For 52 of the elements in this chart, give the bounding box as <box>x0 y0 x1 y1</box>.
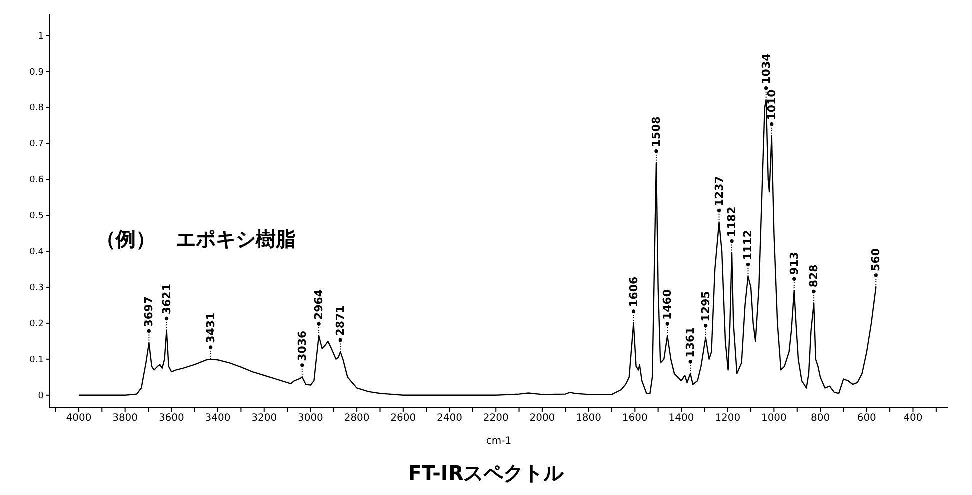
x-tick-label: 2200 <box>483 413 509 424</box>
x-tick-label: 3400 <box>205 413 231 424</box>
x-tick-label: 1800 <box>576 413 602 424</box>
annotation: 913 <box>788 252 801 276</box>
annotation: 1034 <box>760 53 773 84</box>
x-tick-label: 2400 <box>437 413 462 424</box>
x-tick-label: 1400 <box>668 413 694 424</box>
x-tick-label: 800 <box>810 413 830 424</box>
x-tick-label: 3800 <box>112 413 138 424</box>
y-tick-label: 0.4 <box>30 248 44 258</box>
annotation: 1010 <box>765 89 778 120</box>
x-tick-label: 400 <box>904 413 923 424</box>
annotation: 1606 <box>627 276 640 308</box>
annotation: 1361 <box>684 327 698 358</box>
annotation: 3431 <box>204 312 218 344</box>
x-tick-label: 4000 <box>66 413 92 424</box>
y-tick-label: 0.8 <box>30 104 44 114</box>
x-tick-label: 600 <box>857 413 876 424</box>
x-tick-label: 3600 <box>158 413 184 424</box>
y-tick-label: 1 <box>38 32 44 42</box>
annotation: 1460 <box>661 289 674 320</box>
y-tick-label: 0.9 <box>30 68 44 78</box>
annotation: 1237 <box>712 176 726 207</box>
y-tick-label: 0.6 <box>30 176 44 186</box>
text: FT-IRスペクトル <box>407 460 565 487</box>
x-axis-title: cm-1 <box>486 436 512 447</box>
annotation: 560 <box>870 248 883 272</box>
annotation: 1182 <box>726 206 739 238</box>
y-tick-label: 0.5 <box>30 212 44 222</box>
annotation: 3697 <box>142 296 156 328</box>
annotation: 828 <box>808 264 821 288</box>
annotation: 1508 <box>650 116 663 148</box>
annotation: 2871 <box>334 306 348 336</box>
y-tick-label: 0.3 <box>30 284 44 294</box>
x-tick-label: 3000 <box>298 413 324 424</box>
x-tick-label: 1200 <box>715 413 741 424</box>
annotation: 1112 <box>742 230 755 261</box>
y-tick-label: 0.2 <box>30 320 44 330</box>
x-tick-label: 2600 <box>390 413 416 424</box>
x-tick-label: 2800 <box>344 413 370 424</box>
y-tick-label: 0.7 <box>30 140 44 150</box>
x-tick-label: 1600 <box>622 413 648 424</box>
y-tick-label: 0 <box>38 392 44 402</box>
x-tick-label: 2000 <box>530 413 556 424</box>
annotation: （例） エポキシ樹脂 <box>96 226 296 253</box>
x-tick-label: 3200 <box>252 413 278 424</box>
annotation: 2964 <box>312 289 326 320</box>
annotation: 3621 <box>160 284 174 315</box>
annotation: 3036 <box>296 330 309 362</box>
y-tick-label: 0.1 <box>30 356 44 366</box>
x-tick-label: 1000 <box>761 413 787 424</box>
annotation: 1295 <box>699 291 712 322</box>
